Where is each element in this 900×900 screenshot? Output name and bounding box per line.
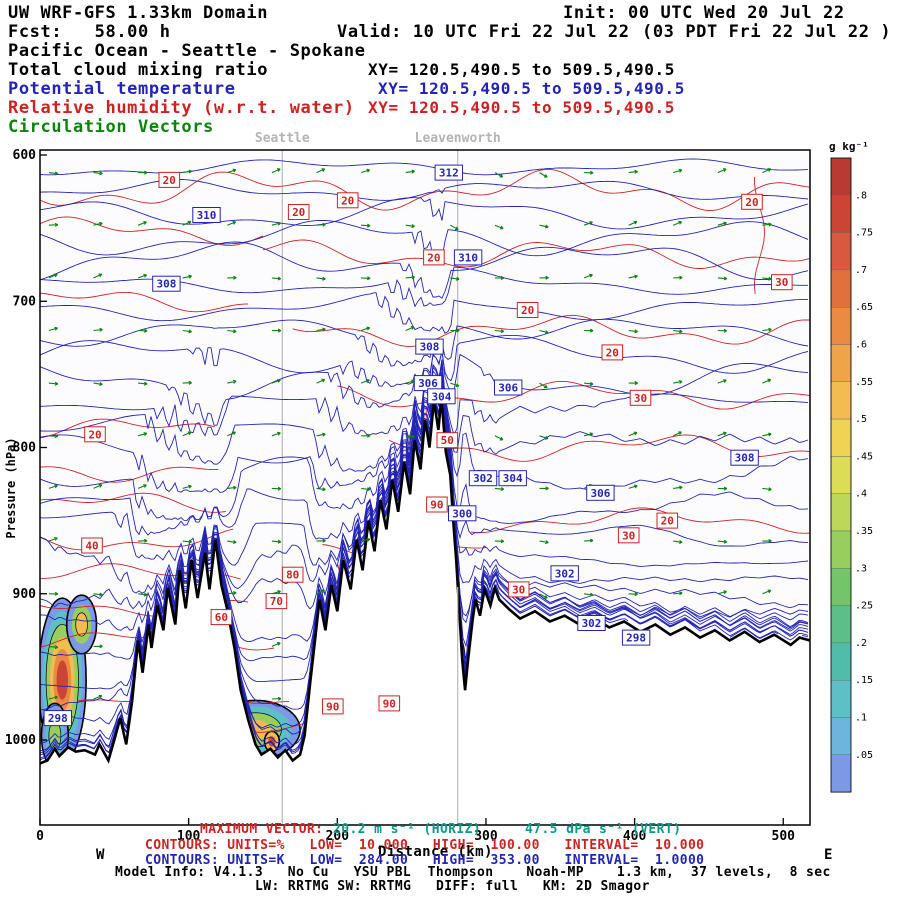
svg-text:.35: .35: [855, 526, 873, 537]
svg-text:.1: .1: [855, 713, 867, 724]
terrain: [40, 397, 810, 825]
page-title: UW WRF-GFS 1.33km Domain: [8, 3, 269, 23]
svg-text:308: 308: [156, 278, 176, 291]
svg-text:600: 600: [13, 148, 37, 163]
physics-info: LW: RRTMG SW: RRTMG DIFF: full KM: 2D Sm…: [255, 879, 650, 894]
forecast-hour: Fcst: 58.00 h: [8, 22, 171, 42]
svg-text:302: 302: [555, 567, 575, 580]
svg-text:200: 200: [326, 829, 350, 844]
axes: 0 100 200 300 400 500 600 700 800 900 1000 Pressure…: [4, 148, 811, 844]
svg-text:0: 0: [36, 829, 44, 844]
svg-text:20: 20: [163, 174, 176, 187]
svg-text:30: 30: [622, 529, 635, 542]
legend-field-xy-range: XY= 120.5,490.5 to 509.5,490.5: [368, 98, 675, 117]
svg-text:40: 40: [85, 540, 98, 553]
svg-text:30: 30: [775, 276, 788, 289]
rh-contours: [40, 168, 810, 733]
svg-text:900: 900: [13, 587, 37, 602]
svg-text:20: 20: [292, 206, 305, 219]
svg-text:.25: .25: [855, 601, 873, 612]
svg-text:400: 400: [623, 829, 647, 844]
svg-text:306: 306: [418, 377, 438, 390]
svg-text:90: 90: [430, 499, 443, 512]
svg-text:90: 90: [383, 697, 396, 710]
svg-text:.15: .15: [855, 675, 873, 686]
svg-text:.6: .6: [855, 340, 867, 351]
svg-text:30: 30: [512, 583, 525, 596]
valid-time: Valid: 10 UTC Fri 22 Jul 22: [337, 22, 630, 42]
svg-text:.3: .3: [855, 563, 867, 574]
svg-text:308: 308: [420, 341, 440, 354]
svg-text:298: 298: [48, 712, 68, 725]
svg-text:310: 310: [458, 251, 478, 264]
legend-field-label: Total cloud mixing ratio: [8, 60, 269, 80]
svg-text:310: 310: [197, 209, 217, 222]
svg-text:.7: .7: [855, 265, 867, 276]
svg-text:20: 20: [521, 304, 534, 317]
svg-text:20: 20: [745, 196, 758, 209]
svg-text:.5: .5: [855, 414, 867, 425]
max-vector-vert: 47.5 dPa s⁻¹ (VERT): [525, 822, 682, 837]
svg-text:20: 20: [606, 346, 619, 359]
svg-text:90: 90: [326, 700, 339, 713]
legend-field-label: Potential temperature: [8, 79, 236, 99]
legend-field-xy-range: XY= 120.5,490.5 to 509.5,490.5: [378, 79, 685, 98]
svg-text:100: 100: [177, 829, 201, 844]
legend-field-label: Circulation Vectors: [8, 117, 214, 137]
svg-text:.65: .65: [855, 302, 873, 313]
svg-text:298: 298: [626, 632, 646, 645]
station-label: Seattle: [254, 131, 310, 146]
valid-time-local: (03 PDT Fri 22 Jul 22 ): [642, 22, 892, 42]
svg-text:304: 304: [431, 390, 451, 403]
max-vector-label: MAXIMUM VECTOR:: [200, 822, 324, 837]
cross-section-title: Pacific Ocean - Seattle - Spokane: [8, 41, 366, 61]
svg-text:80: 80: [286, 569, 299, 582]
svg-text:.2: .2: [855, 638, 867, 649]
svg-text:800: 800: [13, 441, 37, 456]
theta-contour-info: CONTOURS: UNITS=K LOW= 284.00 HIGH= 353.…: [145, 853, 705, 868]
svg-text:.75: .75: [855, 228, 873, 239]
svg-text:.55: .55: [855, 377, 873, 388]
svg-text:700: 700: [13, 294, 37, 309]
svg-text:20: 20: [88, 428, 101, 441]
svg-text:300: 300: [452, 507, 472, 520]
west-marker: W: [96, 847, 105, 863]
svg-text:Pressure (hPa): Pressure (hPa): [4, 437, 18, 538]
model-info: Model Info: V4.1.3 No Cu YSU PBL Thompso…: [115, 865, 831, 880]
svg-text:306: 306: [590, 487, 610, 500]
svg-text:50: 50: [441, 434, 454, 447]
rh-contour-info: CONTOURS: UNITS=% LOW= 10.000 HIGH= 100.…: [145, 838, 705, 853]
svg-text:20: 20: [661, 515, 674, 528]
colorbar: .8 .75 .7 .65 .6 .55 .5 .45 .4 .35 .3 .25 .2 .15 .1 .05…: [829, 140, 873, 793]
svg-text:300: 300: [474, 829, 498, 844]
svg-text:308: 308: [735, 452, 755, 465]
station-label: Leavenworth: [414, 131, 501, 146]
svg-text:.8: .8: [855, 190, 867, 201]
svg-text:30: 30: [634, 392, 647, 405]
max-vector-horiz: 20.2 m s⁻¹ (HORIZ): [333, 822, 482, 837]
svg-text:1000: 1000: [5, 733, 36, 748]
init-time: Init: 00 UTC Wed 20 Jul 22: [563, 3, 845, 23]
svg-text:g kg⁻¹: g kg⁻¹: [829, 140, 869, 153]
x-axis-title: Distance (km): [378, 844, 493, 860]
legend-field-label: Relative humidity (w.r.t. water): [8, 98, 355, 118]
east-marker: E: [824, 847, 833, 863]
svg-text:.45: .45: [855, 451, 873, 462]
svg-text:.4: .4: [855, 489, 867, 500]
svg-text:70: 70: [270, 595, 283, 608]
svg-text:304: 304: [503, 472, 523, 485]
svg-text:500: 500: [772, 829, 796, 844]
svg-text:60: 60: [215, 611, 228, 624]
svg-text:312: 312: [439, 167, 459, 180]
svg-text:20: 20: [427, 251, 440, 264]
svg-text:20: 20: [341, 194, 354, 207]
legend-field-xy-range: XY= 120.5,490.5 to 509.5,490.5: [368, 60, 675, 79]
svg-text:302: 302: [473, 472, 493, 485]
svg-text:306: 306: [498, 382, 518, 395]
svg-text:.05: .05: [855, 750, 873, 761]
svg-text:302: 302: [582, 617, 602, 630]
